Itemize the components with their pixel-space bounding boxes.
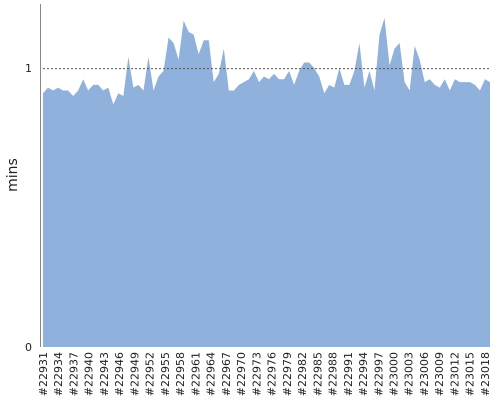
x-tick-label: #22940	[83, 352, 96, 396]
x-tick-label: #22982	[296, 352, 309, 396]
x-tick-label: #23006	[418, 352, 431, 396]
x-tick-label: #23018	[479, 352, 492, 396]
x-tick-label: #22949	[128, 352, 141, 396]
x-tick-label: #22961	[189, 352, 202, 396]
x-tick-label: #22967	[220, 352, 233, 396]
x-tick-label: #22976	[266, 352, 279, 396]
x-tick-label: #22964	[205, 352, 218, 396]
y-axis-title: mins	[5, 158, 21, 192]
series-area	[43, 17, 490, 347]
x-tick-label: #22931	[37, 352, 50, 396]
y-axis-ticks: 01	[25, 62, 32, 354]
x-tick-label: #22991	[342, 352, 355, 396]
x-tick-label: #22985	[311, 352, 324, 396]
x-tick-label: #22997	[372, 352, 385, 396]
x-tick-label: #23003	[403, 352, 416, 396]
x-tick-label: #22934	[52, 352, 65, 396]
x-tick-label: #22988	[327, 352, 340, 396]
x-tick-label: #22973	[250, 352, 263, 396]
x-tick-label: #22943	[98, 352, 111, 396]
x-tick-label: #22970	[235, 352, 248, 396]
x-tick-label: #23000	[387, 352, 400, 396]
x-tick-label: #22946	[113, 352, 126, 396]
plot-area	[43, 17, 490, 347]
x-tick-label: #22937	[67, 352, 80, 396]
x-tick-label: #23015	[464, 352, 477, 396]
x-tick-label: #22994	[357, 352, 370, 396]
x-tick-label: #22955	[159, 352, 172, 396]
y-tick-label: 0	[25, 341, 32, 354]
y-tick-label: 1	[25, 62, 32, 75]
x-axis-ticks: #22931 #22934 #22937 #22940 #22943 #22946 #229…	[37, 352, 492, 396]
x-tick-label: #23012	[448, 352, 461, 396]
x-tick-label: #22952	[144, 352, 157, 396]
x-tick-label: #22979	[281, 352, 294, 396]
x-tick-label: #22958	[174, 352, 187, 396]
x-tick-label: #23009	[433, 352, 446, 396]
